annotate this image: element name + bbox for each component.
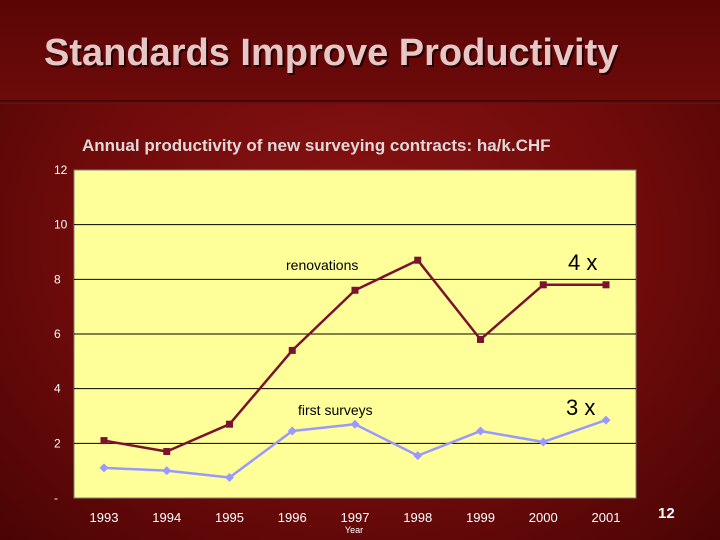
- slide-number: 12: [658, 505, 675, 522]
- data-point: [413, 451, 423, 461]
- x-tick-label: 1995: [215, 510, 244, 525]
- data-point: [477, 335, 484, 343]
- chart-title: Annual productivity of new surveying con…: [82, 136, 551, 155]
- data-point: [601, 415, 611, 425]
- data-point: [225, 473, 234, 482]
- series-annotation: 3 x: [566, 395, 595, 420]
- y-tick-label: 10: [54, 218, 68, 232]
- x-tick-label: 2000: [529, 510, 558, 525]
- x-tick-label: 1999: [466, 510, 495, 525]
- x-tick-label: 1993: [90, 510, 119, 525]
- y-tick-label: 8: [54, 272, 61, 286]
- series-label: first surveys: [298, 402, 373, 418]
- y-tick-label: 2: [54, 436, 61, 450]
- data-point: [162, 466, 172, 476]
- data-point: [414, 256, 422, 264]
- data-point: [538, 437, 548, 447]
- data-point: [602, 281, 610, 289]
- data-point: [100, 437, 108, 445]
- x-tick-label: 1997: [341, 510, 370, 525]
- x-axis-label: Year: [345, 525, 363, 535]
- title-divider: [0, 100, 720, 104]
- series-annotation: 4 x: [568, 250, 597, 275]
- y-tick-label: 4: [54, 382, 61, 396]
- y-tick-label: 6: [54, 327, 61, 341]
- x-tick-label: 2001: [592, 510, 621, 525]
- series-label: renovations: [286, 257, 358, 273]
- data-point: [226, 420, 233, 428]
- data-point: [287, 426, 297, 436]
- data-point: [476, 426, 485, 436]
- data-point: [351, 286, 359, 294]
- data-point: [539, 281, 547, 289]
- y-tick-label: 12: [54, 163, 68, 177]
- slide-title: Standards Improve Productivity: [44, 32, 619, 74]
- x-tick-label: 1998: [403, 510, 432, 525]
- y-tick-label: -: [54, 491, 58, 505]
- data-point: [288, 346, 296, 354]
- data-point: [163, 448, 171, 456]
- x-tick-label: 1996: [278, 510, 307, 525]
- x-tick-label: 1994: [152, 510, 181, 525]
- data-point: [99, 463, 109, 473]
- title-band: [0, 0, 720, 100]
- data-point: [350, 419, 360, 429]
